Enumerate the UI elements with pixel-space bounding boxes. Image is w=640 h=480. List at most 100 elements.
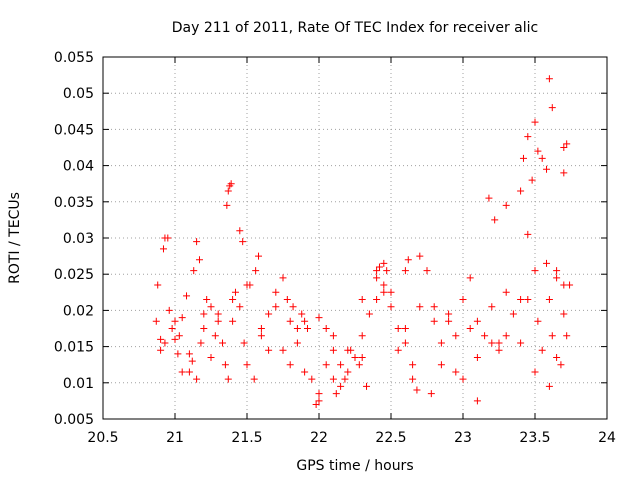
data-point (380, 259, 388, 267)
data-point (351, 353, 359, 361)
data-point (375, 263, 383, 271)
data-point (214, 317, 222, 325)
data-point (355, 361, 363, 369)
data-point (185, 368, 193, 376)
data-point (298, 310, 306, 318)
data-point (286, 317, 294, 325)
data-point (452, 368, 460, 376)
data-point (495, 339, 503, 347)
data-point (560, 281, 568, 289)
data-point (409, 375, 417, 383)
data-point (545, 75, 553, 83)
data-point (538, 346, 546, 354)
data-point (543, 259, 551, 267)
data-point (524, 230, 532, 238)
data-point (174, 350, 182, 358)
data-point (221, 361, 229, 369)
data-point (265, 310, 273, 318)
y-tick-label: 0.035 (54, 195, 94, 211)
data-point (380, 288, 388, 296)
data-point (517, 187, 525, 195)
data-point (337, 382, 345, 390)
data-point (365, 310, 373, 318)
y-tick-label: 0.025 (54, 267, 94, 283)
data-point (485, 194, 493, 202)
x-tick-label: 20.5 (87, 430, 118, 446)
data-point (437, 361, 445, 369)
data-point (255, 252, 263, 260)
data-point (545, 382, 553, 390)
data-point (401, 325, 409, 332)
data-point (481, 332, 489, 340)
data-point (301, 317, 309, 325)
y-tick-label: 0.01 (63, 376, 94, 392)
data-point (185, 350, 193, 358)
data-point (358, 353, 366, 361)
data-point (445, 310, 453, 318)
data-point (531, 368, 539, 376)
data-point (272, 288, 280, 296)
x-tick-label: 22.5 (375, 430, 406, 446)
data-point (178, 314, 186, 322)
data-point (315, 397, 323, 405)
data-point (257, 325, 265, 332)
data-point (203, 296, 211, 304)
data-point (473, 397, 481, 405)
data-point (293, 325, 301, 332)
data-point (308, 375, 316, 383)
data-point (246, 281, 254, 289)
data-point (193, 375, 201, 383)
data-point (517, 339, 525, 347)
data-point (358, 296, 366, 304)
data-point (373, 274, 381, 282)
data-point (560, 310, 568, 318)
data-point (413, 386, 421, 394)
data-point (224, 187, 232, 195)
data-point (553, 274, 561, 282)
grid-lines (102, 56, 608, 420)
data-point (175, 332, 183, 340)
data-point (183, 292, 191, 300)
data-point (509, 310, 517, 318)
data-point (211, 332, 219, 340)
data-point (560, 144, 568, 151)
data-point (252, 267, 260, 275)
data-point (459, 375, 467, 383)
data-point (491, 216, 499, 224)
data-point (394, 325, 402, 332)
data-point (528, 176, 536, 184)
data-point (488, 303, 496, 311)
data-point (197, 339, 205, 347)
data-point (200, 310, 208, 318)
data-point (427, 390, 435, 398)
data-point (524, 296, 532, 304)
data-point (358, 332, 366, 340)
axis-ticks: 20.5 21 21.5 22 22.5 23 23.5 24 0.005 0.01 0.015 0.… (54, 50, 616, 446)
x-tick-label: 23 (454, 430, 472, 446)
data-point (188, 357, 196, 365)
data-point (416, 252, 424, 260)
data-point (534, 147, 542, 155)
data-point (430, 303, 438, 311)
chart-title: Day 211 of 2011, Rate Of TEC Index for r… (172, 20, 538, 36)
data-point (227, 180, 235, 188)
y-tick-label: 0.04 (63, 159, 94, 175)
data-point (488, 339, 496, 347)
data-point (560, 169, 568, 177)
data-point (380, 281, 388, 289)
data-point (161, 339, 169, 347)
data-point (157, 346, 165, 354)
data-point (154, 281, 162, 289)
data-point (548, 332, 556, 340)
data-point (265, 346, 273, 354)
data-point (502, 332, 510, 340)
data-point (459, 296, 467, 304)
data-point (236, 227, 244, 235)
data-point (404, 256, 412, 264)
data-point (347, 346, 355, 354)
data-point (519, 154, 527, 162)
data-point (157, 335, 165, 343)
data-point (337, 361, 345, 369)
data-point (531, 267, 539, 275)
